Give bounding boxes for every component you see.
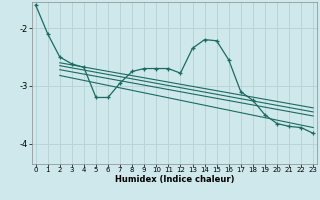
X-axis label: Humidex (Indice chaleur): Humidex (Indice chaleur) xyxy=(115,175,234,184)
